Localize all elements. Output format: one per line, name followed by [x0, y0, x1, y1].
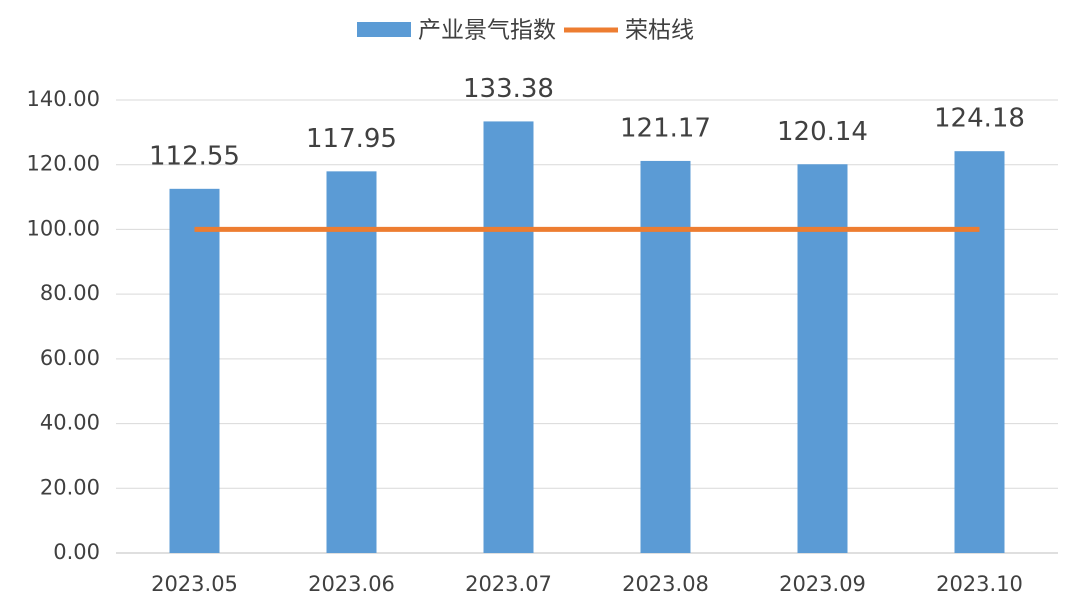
legend-label: 产业景气指数 — [418, 18, 556, 44]
value-label: 133.38 — [463, 74, 554, 104]
value-label: 124.18 — [934, 104, 1025, 134]
y-tick-label: 120.00 — [27, 152, 100, 176]
value-label: 112.55 — [149, 141, 240, 171]
bar — [169, 188, 220, 553]
legend-label: 荣枯线 — [625, 18, 694, 44]
x-tick-label: 2023.09 — [779, 572, 866, 596]
bar — [326, 171, 377, 553]
bar — [483, 121, 534, 554]
y-tick-label: 40.00 — [40, 411, 100, 435]
x-tick-label: 2023.07 — [465, 572, 552, 596]
x-tick-label: 2023.05 — [151, 572, 238, 596]
y-tick-label: 100.00 — [27, 216, 100, 240]
x-tick-label: 2023.10 — [936, 572, 1023, 596]
bar — [797, 164, 848, 553]
x-tick-label: 2023.08 — [622, 572, 709, 596]
y-tick-label: 20.00 — [40, 475, 100, 499]
value-label: 120.14 — [777, 117, 868, 147]
bar — [640, 160, 691, 553]
x-tick-label: 2023.06 — [308, 572, 395, 596]
value-label: 117.95 — [306, 124, 397, 154]
y-tick-label: 80.00 — [40, 281, 100, 305]
legend-swatch — [357, 22, 411, 37]
value-label: 121.17 — [620, 113, 711, 143]
y-tick-label: 140.00 — [27, 87, 100, 111]
y-tick-label: 0.00 — [53, 540, 100, 564]
bar — [954, 151, 1005, 553]
y-tick-label: 60.00 — [40, 346, 100, 370]
